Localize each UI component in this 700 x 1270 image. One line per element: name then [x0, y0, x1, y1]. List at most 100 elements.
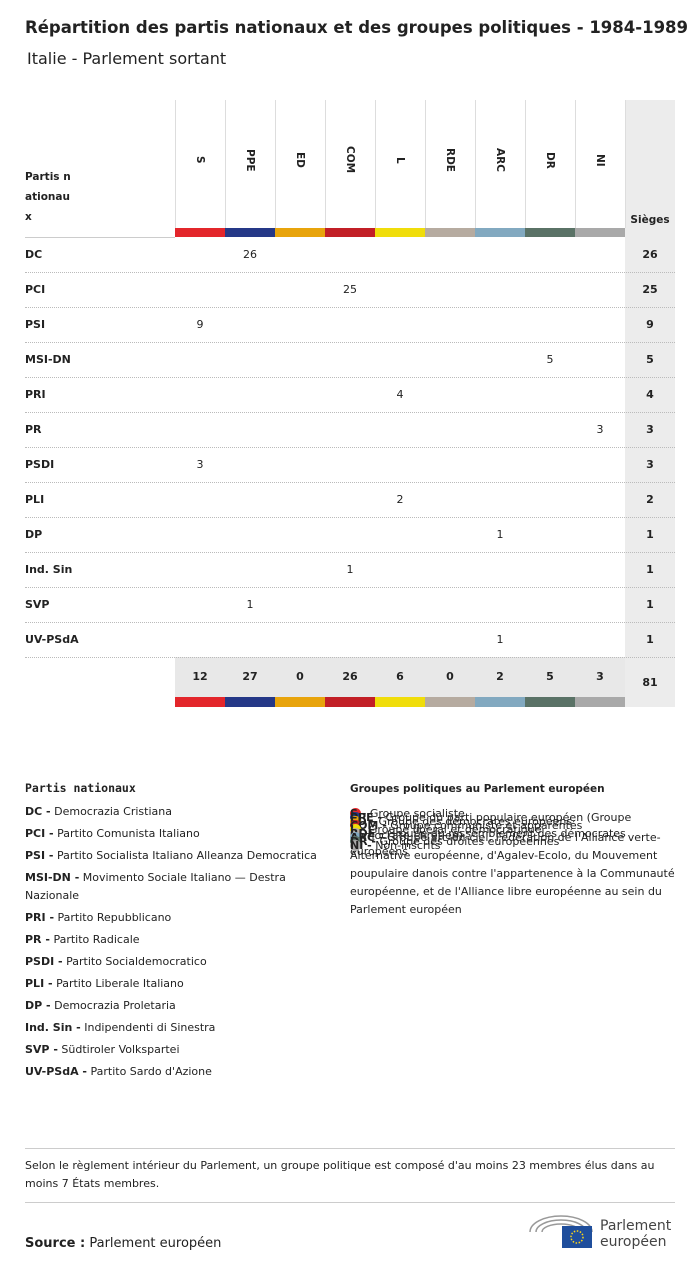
- party-legend-item: MSI-DN - Movimento Sociale Italiano — De…: [25, 869, 335, 905]
- cell: [375, 552, 425, 587]
- cell: 26: [243, 248, 257, 261]
- row-total: 1: [646, 528, 654, 541]
- logo-icon: [529, 1215, 593, 1248]
- row-rule: [25, 307, 675, 308]
- party-label: PR: [25, 423, 42, 436]
- cell: [425, 517, 475, 552]
- legend-text: Groupe du parti populaire européen (Grou…: [350, 811, 632, 842]
- cell: [525, 237, 575, 272]
- column-header: COM: [344, 146, 356, 174]
- cell: [525, 587, 575, 622]
- row-total: 26: [642, 248, 658, 261]
- group-color: [475, 697, 525, 707]
- corner-header: Partis nationaux: [25, 171, 71, 223]
- cell: [225, 552, 275, 587]
- group-color: [425, 697, 475, 707]
- legend-text: Partito Socialdemocratico: [66, 955, 207, 968]
- group-color: [225, 697, 275, 707]
- legend-title: Groupes politiques au Parlement européen: [350, 783, 605, 795]
- party-legend-item: PR - Partito Radicale: [25, 931, 335, 949]
- legend-text: Südtiroler Volkspartei: [61, 1043, 180, 1056]
- column-divider: [225, 100, 226, 228]
- party-label: PLI: [25, 493, 45, 506]
- cell: [325, 412, 375, 447]
- cell: [275, 272, 325, 307]
- cell: 5: [546, 353, 554, 366]
- row-rule: [25, 552, 675, 553]
- group-color: [575, 228, 625, 237]
- party-label: PSI: [25, 318, 46, 331]
- cell: [375, 342, 425, 377]
- column-header: S: [194, 156, 206, 164]
- cell: [175, 552, 225, 587]
- column-total: 2: [496, 670, 504, 683]
- row-rule: [25, 482, 675, 483]
- cell: [475, 552, 525, 587]
- column-total: 26: [342, 670, 358, 683]
- legend-text: Groupe arc-en-ciel: Fédération de l'Alli…: [350, 831, 675, 916]
- cell: [575, 517, 625, 552]
- party-legend-item: DC - Democrazia Cristiana: [25, 803, 335, 821]
- cell: [575, 482, 625, 517]
- cell: [525, 307, 575, 342]
- legend-key: PLI -: [25, 977, 53, 990]
- party-legend-item: PRI - Partito Repubblicano: [25, 909, 335, 927]
- party-label: PSDI: [25, 458, 55, 471]
- row-rule: [25, 412, 675, 413]
- cell: [525, 552, 575, 587]
- row-rule: [25, 622, 675, 623]
- cell: [275, 412, 325, 447]
- cell: [275, 482, 325, 517]
- party-label: DP: [25, 528, 43, 541]
- cell: [375, 307, 425, 342]
- column-header: PPE: [244, 148, 256, 172]
- legend-text: Partito Radicale: [53, 933, 140, 946]
- column-total: 0: [446, 670, 454, 683]
- cell: [425, 412, 475, 447]
- grand-total: 81: [642, 676, 658, 689]
- row-total: 1: [646, 633, 654, 646]
- cell: [225, 377, 275, 412]
- cell: [325, 447, 375, 482]
- seats-header: Sièges: [630, 214, 670, 226]
- cell: [325, 482, 375, 517]
- legend-key: PRI -: [25, 911, 55, 924]
- group-color: [225, 228, 275, 237]
- legend-text: Groupe socialiste: [369, 807, 465, 820]
- column-divider: [475, 100, 476, 228]
- column-header: ED: [294, 152, 306, 168]
- cell: [475, 587, 525, 622]
- title: Répartition des partis nationaux et des …: [25, 18, 689, 37]
- source-label: Source :: [25, 1236, 86, 1251]
- row-total: 4: [646, 388, 654, 401]
- group-color: [475, 228, 525, 237]
- column-divider: [425, 100, 426, 228]
- cell: [225, 342, 275, 377]
- column-divider: [575, 100, 576, 228]
- cell: [325, 622, 375, 657]
- cell: 1: [246, 598, 254, 611]
- cell: [425, 587, 475, 622]
- cell: [475, 342, 525, 377]
- row-total: 9: [646, 318, 654, 331]
- cell: [325, 587, 375, 622]
- cell: [175, 412, 225, 447]
- cell: [325, 517, 375, 552]
- legend-key: PR -: [25, 933, 50, 946]
- row-total: 1: [646, 598, 654, 611]
- legend-text: Groupe libéral et démocratique: [368, 823, 542, 836]
- cell: [575, 307, 625, 342]
- cell: [575, 342, 625, 377]
- cell: [275, 622, 325, 657]
- party-label: PCI: [25, 283, 46, 296]
- cell: 25: [343, 283, 357, 296]
- cell: [175, 377, 225, 412]
- cell: [475, 237, 525, 272]
- cell: [275, 552, 325, 587]
- row-total: 5: [646, 353, 654, 366]
- group-legend: Groupes politiques au Parlement européen…: [350, 781, 678, 916]
- cell: [375, 272, 425, 307]
- cell: [525, 272, 575, 307]
- column-header: RDE: [444, 148, 456, 172]
